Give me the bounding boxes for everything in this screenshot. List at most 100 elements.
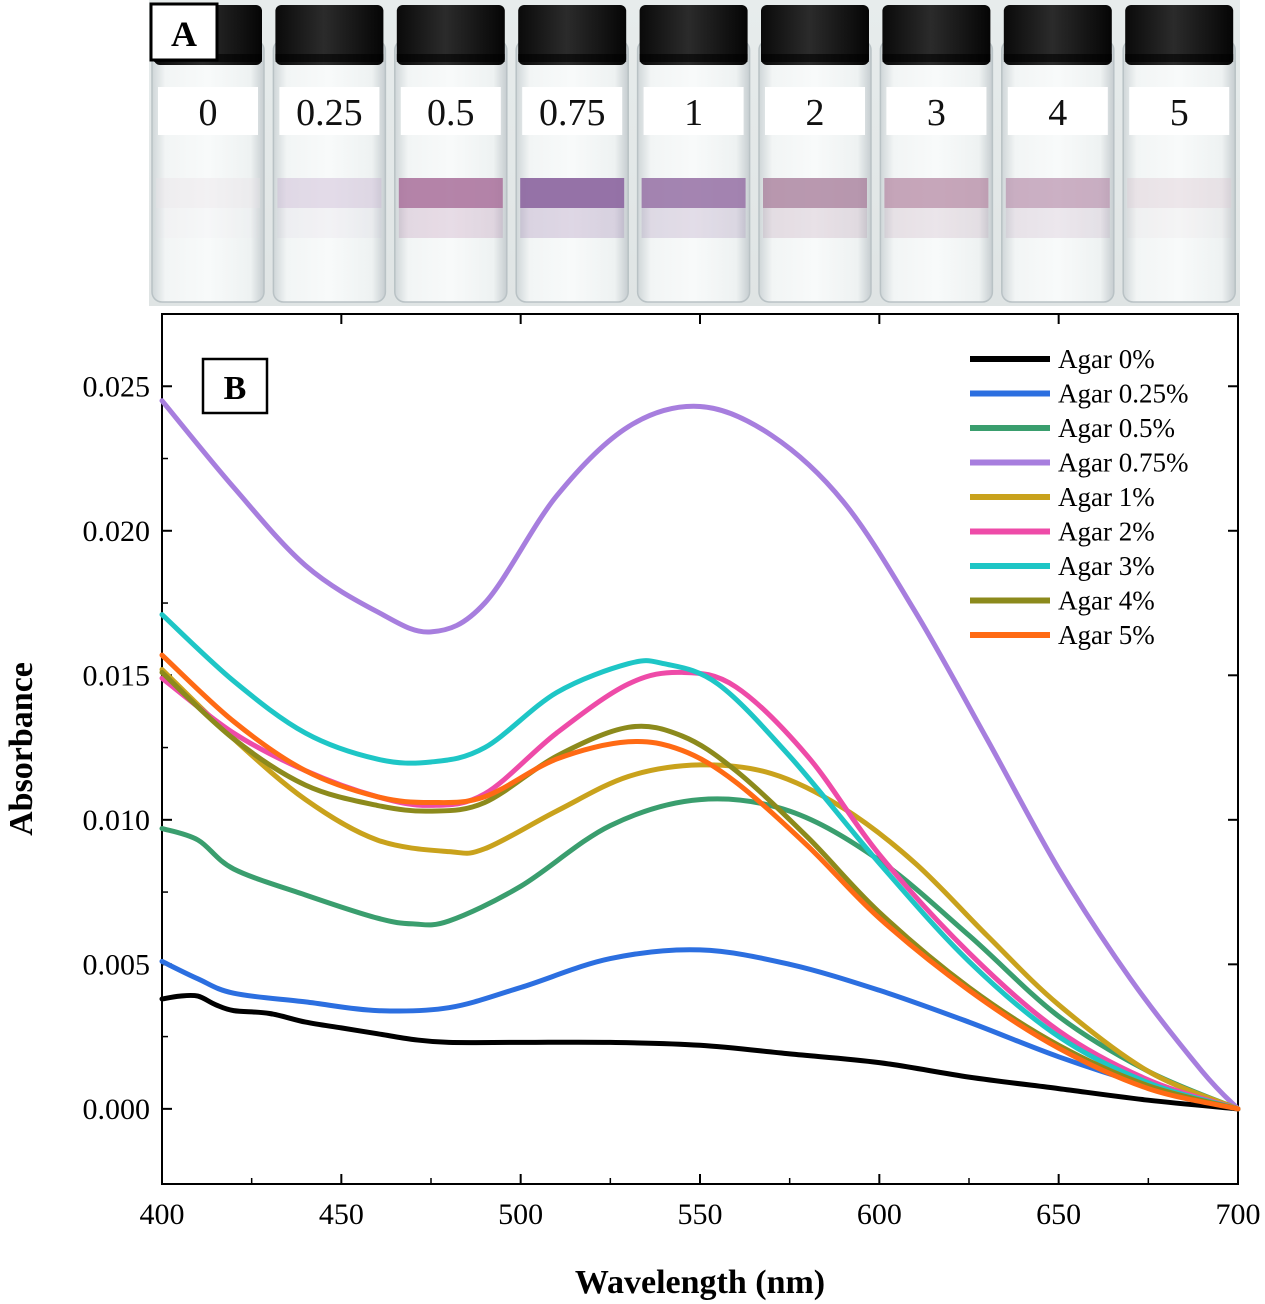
vial: 0.5 — [394, 5, 508, 303]
vial-solution-haze — [398, 208, 503, 238]
panel-a-label-box — [149, 2, 219, 62]
legend-entry: Agar 3% — [1058, 551, 1155, 581]
vial-cap-rim — [396, 54, 505, 62]
vial-glass — [758, 39, 872, 303]
legend: Agar 0% Agar 0.25% Agar 0.5% Agar 0.75% Agar… — [970, 344, 1188, 650]
x-tick-label: 650 — [1036, 1198, 1081, 1231]
panel-b-label: B — [224, 370, 247, 407]
x-tick-label: 500 — [498, 1198, 543, 1231]
vial-cap-rim — [761, 54, 869, 62]
series-line — [159, 667, 1241, 1112]
vial-colored-band — [398, 178, 503, 208]
vial-concentration-label: 0 — [199, 92, 218, 134]
y-tick-label: 0.015 — [83, 659, 151, 692]
vial-solution-haze — [520, 208, 625, 238]
vial-concentration-label: 2 — [806, 92, 825, 134]
vial-cap — [882, 5, 991, 65]
vial-cap — [396, 5, 505, 65]
vial-label-sticker — [1129, 87, 1230, 135]
vial: 5 — [1122, 5, 1236, 303]
vial-cap-rim — [639, 54, 748, 62]
vial-concentration-label: 1 — [684, 92, 703, 134]
vial-glass — [272, 39, 387, 303]
vial-cap — [275, 5, 384, 65]
vial-label-sticker — [886, 87, 987, 135]
y-tick-label: 0.020 — [83, 515, 151, 548]
vial-glass — [1122, 39, 1236, 303]
legend-entry: Agar 4% — [1058, 586, 1155, 616]
vial-label-sticker — [279, 87, 380, 135]
vial-colored-band — [1127, 178, 1232, 208]
x-tick-label: 600 — [857, 1198, 902, 1231]
vial-label-sticker — [1007, 87, 1108, 135]
vial-cap — [518, 5, 627, 65]
vial: 3 — [879, 5, 994, 303]
legend-entry: Agar 0.25% — [1058, 379, 1188, 409]
vial: 2 — [758, 5, 872, 303]
absorbance-chart: 400 450 500 550 600 650 700 0.000 0.005 0.010 0.01… — [3, 313, 1261, 1301]
vial-glass — [515, 39, 629, 303]
series-line — [159, 947, 1241, 1112]
vial-colored-band — [156, 178, 260, 208]
vial-label-sticker — [643, 87, 744, 135]
vial-cap — [1125, 5, 1234, 65]
vial: 4 — [1001, 5, 1115, 303]
legend-entry: Agar 0.5% — [1058, 413, 1175, 443]
series-line — [159, 612, 1241, 1112]
x-tick-label: 550 — [678, 1198, 723, 1231]
vial: 0.75 — [515, 5, 629, 303]
panel-a-label: A — [171, 14, 197, 54]
axis-ticks: 400 450 500 550 600 650 700 0.000 0.005 0.010 0.01… — [83, 314, 1261, 1231]
vial-solution-haze — [641, 208, 746, 238]
vial: 0.25 — [272, 5, 387, 303]
panel-b-label-box — [201, 357, 269, 415]
vial-solution-haze — [277, 208, 382, 238]
vial-colored-band — [763, 178, 867, 208]
y-tick-label: 0.000 — [83, 1093, 151, 1126]
x-tick-label: 450 — [319, 1198, 364, 1231]
legend-entry: Agar 0.75% — [1058, 448, 1188, 478]
vial-colored-band — [884, 178, 989, 208]
vial-cap-rim — [882, 54, 991, 62]
vial-glass — [394, 39, 508, 303]
vial-solution-haze — [763, 208, 867, 238]
series-line — [159, 652, 1241, 1112]
vial-cap-rim — [1125, 54, 1234, 62]
vial-glass — [879, 39, 994, 303]
y-tick-label: 0.025 — [83, 370, 151, 403]
y-tick-label: 0.010 — [83, 804, 151, 837]
series-line — [159, 992, 1241, 1112]
vial-concentration-label: 0.5 — [427, 92, 475, 134]
series-lines — [159, 398, 1241, 1112]
vial-glass — [151, 39, 265, 303]
legend-entry: Agar 2% — [1058, 517, 1155, 547]
vial: 1 — [636, 5, 751, 303]
vial-glass — [1001, 39, 1115, 303]
vial-cap-rim — [275, 54, 384, 62]
vial-cap-rim — [518, 54, 627, 62]
vial-cap-rim — [1003, 54, 1112, 62]
vial-cap — [761, 5, 869, 65]
vial-label-sticker — [522, 87, 623, 135]
legend-entry: Agar 5% — [1058, 620, 1155, 650]
vial-concentration-label: 4 — [1048, 92, 1067, 134]
vial-colored-band — [520, 178, 625, 208]
x-tick-label: 700 — [1216, 1198, 1261, 1231]
vial-concentration-label: 3 — [927, 92, 946, 134]
vial-concentration-label: 5 — [1170, 92, 1189, 134]
vial-concentration-label: 0.25 — [296, 92, 363, 134]
vial-photo-panel: 0 0.25 0.5 0.75 1 2 3 4 5 A — [149, 0, 1240, 306]
vial-label-sticker — [158, 87, 258, 135]
vial-label-sticker — [765, 87, 865, 135]
legend-entry: Agar 1% — [1058, 482, 1155, 512]
y-tick-label: 0.005 — [83, 948, 151, 981]
vial-row: 0 0.25 0.5 0.75 1 2 3 4 5 — [151, 5, 1236, 303]
vial-solution-haze — [884, 208, 989, 238]
legend-entry: Agar 0% — [1058, 344, 1155, 374]
x-axis-label: Wavelength (nm) — [575, 1264, 825, 1301]
vial-solution-haze — [1127, 208, 1232, 238]
series-line — [159, 796, 1241, 1112]
vial-colored-band — [641, 178, 746, 208]
y-axis-label: Absorbance — [3, 662, 40, 836]
